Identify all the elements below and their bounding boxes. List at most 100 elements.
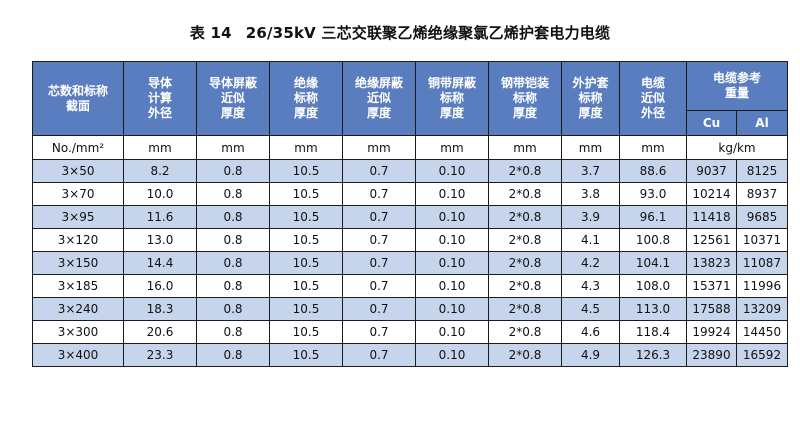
table-cell: 10371 (735, 228, 789, 252)
table-cell: 4.3 (561, 274, 620, 298)
unit-cell: mm (561, 135, 620, 160)
table-cell: 10.5 (269, 228, 343, 252)
table-row: 3×70 10.0 0.8 10.5 0.7 0.10 2*0.8 3.8 93.0 10214 8… (32, 182, 789, 206)
table-cell: 0.8 (196, 251, 270, 275)
header-cable-diameter: 电缆 近似 外径 (619, 61, 687, 136)
unit-cell-weight: kg/km (685, 135, 789, 160)
header-conductor-screen: 导体屏蔽 近似 厚度 (196, 61, 270, 136)
table-cell: 3.8 (561, 182, 620, 206)
table-cell: 17588 (686, 297, 737, 321)
table-row: 3×150 14.4 0.8 10.5 0.7 0.10 2*0.8 4.2 104.1 1382… (32, 251, 789, 275)
table-cell: 0.7 (342, 182, 416, 206)
table-cell: 16592 (735, 343, 789, 367)
table-cell: 18.3 (123, 297, 197, 321)
table-cell: 0.7 (342, 205, 416, 229)
table-cell: 3.9 (561, 205, 620, 229)
table-cell: 88.6 (619, 159, 687, 183)
unit-cell: mm (196, 135, 270, 160)
table-cell: 0.8 (196, 159, 270, 183)
table-cell: 0.10 (415, 159, 489, 183)
table-cell: 0.7 (342, 228, 416, 252)
table-cell: 2*0.8 (488, 343, 562, 367)
table-cell: 0.10 (415, 228, 489, 252)
table-cell: 8125 (735, 159, 789, 183)
table-cell: 10.5 (269, 320, 343, 344)
table-cell: 96.1 (619, 205, 687, 229)
table-row: 3×185 16.0 0.8 10.5 0.7 0.10 2*0.8 4.3 108.0 1537… (32, 274, 789, 298)
table-cell: 0.8 (196, 182, 270, 206)
table-cell: 9685 (735, 205, 789, 229)
header-copper-tape: 铜带屏蔽 标称 厚度 (415, 61, 489, 136)
table-cell: 13209 (735, 297, 789, 321)
table-cell: 3×70 (32, 182, 124, 206)
table-cell: 13.0 (123, 228, 197, 252)
table-cell: 113.0 (619, 297, 687, 321)
table-cell: 10.5 (269, 205, 343, 229)
table-cell: 2*0.8 (488, 205, 562, 229)
table-cell: 0.10 (415, 320, 489, 344)
unit-cell: mm (123, 135, 197, 160)
table-cell: 11.6 (123, 205, 197, 229)
table-cell: 12561 (686, 228, 737, 252)
table-cell: 11996 (735, 274, 789, 298)
table-cell: 4.6 (561, 320, 620, 344)
table-cell: 15371 (686, 274, 737, 298)
table-cell: 118.4 (619, 320, 687, 344)
table-row: 3×300 20.6 0.8 10.5 0.7 0.10 2*0.8 4.6 118.4 1992… (32, 320, 789, 344)
table-cell: 0.10 (415, 182, 489, 206)
table-cell: 0.10 (415, 343, 489, 367)
cable-spec-table: 芯数和标称 截面 导体 计算 外径 导体屏蔽 近似 厚度 绝缘 标称 厚度 绝缘屏蔽 近似 厚度 … (32, 61, 789, 367)
header-insulation-screen: 绝缘屏蔽 近似 厚度 (342, 61, 416, 136)
unit-cell: mm (415, 135, 489, 160)
table-cell: 11418 (686, 205, 737, 229)
table-cell: 0.10 (415, 205, 489, 229)
table-cell: 10.5 (269, 159, 343, 183)
table-cell: 23890 (686, 343, 737, 367)
table-cell: 2*0.8 (488, 159, 562, 183)
table-cell: 23.3 (123, 343, 197, 367)
table-cell: 10.5 (269, 251, 343, 275)
table-cell: 20.6 (123, 320, 197, 344)
table-cell: 8937 (735, 182, 789, 206)
table-cell: 0.8 (196, 297, 270, 321)
table-cell: 3×400 (32, 343, 124, 367)
header-weight-cu: Cu (686, 110, 737, 136)
table-cell: 19924 (686, 320, 737, 344)
table-cell: 4.5 (561, 297, 620, 321)
table-cell: 3×300 (32, 320, 124, 344)
table-cell: 3×150 (32, 251, 124, 275)
table-caption: 表 14 26/35kV 三芯交联聚乙烯绝缘聚氯乙烯护套电力电缆 (0, 22, 800, 43)
table-cell: 10214 (686, 182, 737, 206)
table-cell: 93.0 (619, 182, 687, 206)
table-cell: 0.10 (415, 297, 489, 321)
table-cell: 2*0.8 (488, 320, 562, 344)
table-cell: 11087 (735, 251, 789, 275)
table-cell: 2*0.8 (488, 274, 562, 298)
header-weight-al: Al (735, 110, 789, 136)
table-cell: 14.4 (123, 251, 197, 275)
table-cell: 0.7 (342, 320, 416, 344)
unit-cell: mm (342, 135, 416, 160)
table-cell: 0.8 (196, 343, 270, 367)
table-cell: 3×50 (32, 159, 124, 183)
table-cell: 0.10 (415, 251, 489, 275)
units-row: No./mm² mm mm mm mm mm mm mm mm kg/km (32, 135, 789, 160)
table-cell: 2*0.8 (488, 228, 562, 252)
table-cell: 0.7 (342, 343, 416, 367)
table-cell: 126.3 (619, 343, 687, 367)
table-row: 3×50 8.2 0.8 10.5 0.7 0.10 2*0.8 3.7 88.6 9037 812… (32, 159, 789, 183)
header-outer-sheath: 外护套 标称 厚度 (561, 61, 620, 136)
table-cell: 8.2 (123, 159, 197, 183)
table-cell: 3×240 (32, 297, 124, 321)
table-cell: 108.0 (619, 274, 687, 298)
table-cell: 0.8 (196, 320, 270, 344)
table-cell: 0.8 (196, 228, 270, 252)
table-cell: 10.5 (269, 182, 343, 206)
table-row: 3×400 23.3 0.8 10.5 0.7 0.10 2*0.8 4.9 126.3 2389… (32, 343, 789, 367)
table-cell: 9037 (686, 159, 737, 183)
table-cell: 2*0.8 (488, 297, 562, 321)
table-cell: 100.8 (619, 228, 687, 252)
header-insulation: 绝缘 标称 厚度 (269, 61, 343, 136)
table-cell: 10.5 (269, 297, 343, 321)
table-cell: 0.10 (415, 274, 489, 298)
